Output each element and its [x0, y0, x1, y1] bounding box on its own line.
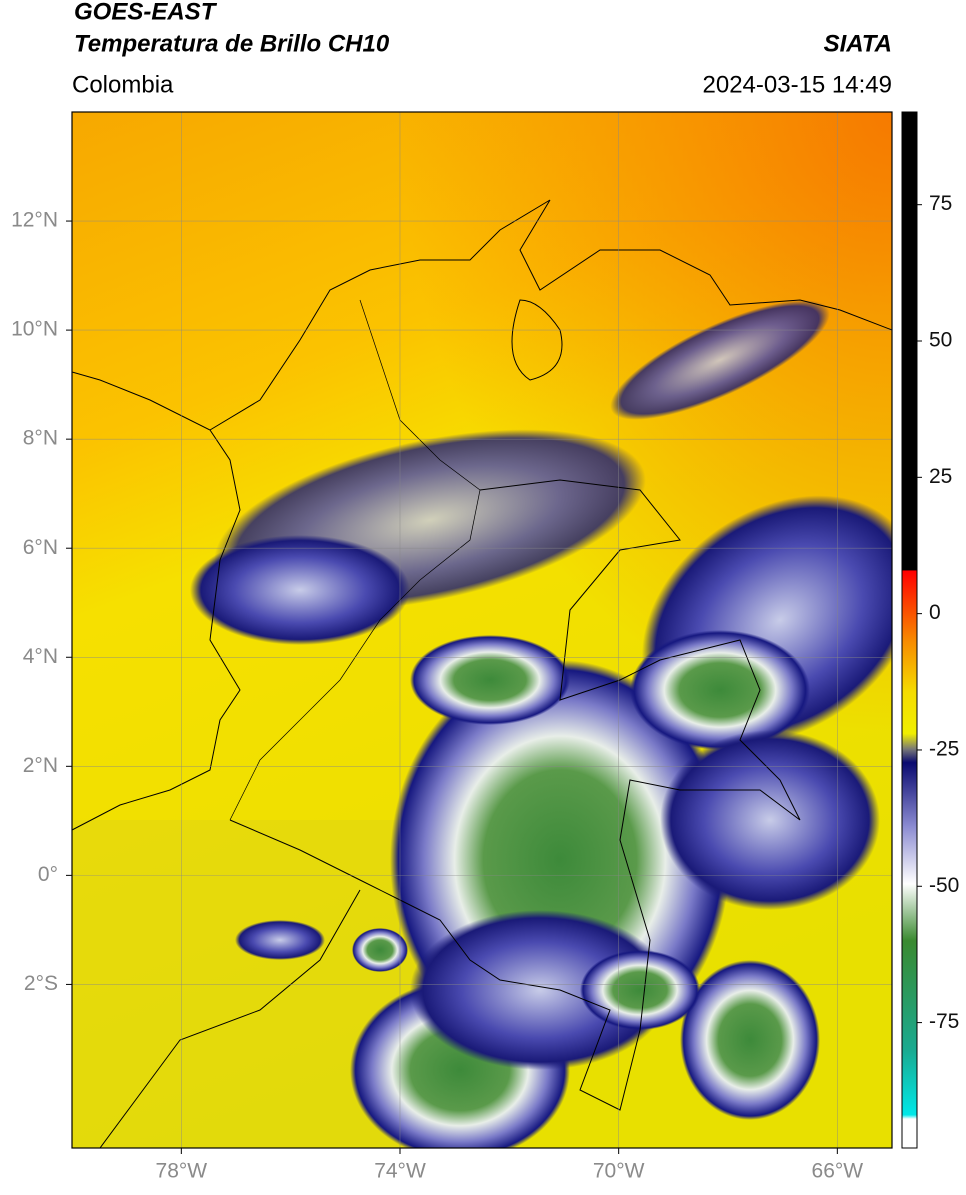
lat-tick-label: 4°N [23, 645, 58, 668]
lat-tick-label: 8°N [23, 427, 58, 450]
lon-tick-label: 78°W [156, 1160, 208, 1183]
lat-tick-label: 2°S [24, 972, 58, 995]
lat-tick-label: 2°N [23, 754, 58, 777]
lon-tick-label: 70°W [593, 1160, 645, 1183]
colorbar-tick-label: 50 [929, 329, 952, 352]
lat-tick-label: 10°N [11, 318, 58, 341]
lat-tick-label: 0° [38, 863, 58, 886]
region: Colombia [72, 71, 174, 98]
lat-tick-label: 6°N [23, 536, 58, 559]
colorbar [901, 111, 918, 1149]
graticule [72, 112, 892, 1148]
subtitle: Temperatura de Brillo CH10 [74, 30, 390, 57]
colorbar-tick-label: -25 [929, 738, 959, 761]
title: GOES-EAST [74, 0, 218, 25]
lon-tick-label: 66°W [812, 1160, 864, 1183]
colorbar-tick-label: 75 [929, 192, 952, 215]
source: SIATA [824, 30, 892, 57]
colorbar-tick-label: 0 [929, 601, 941, 624]
lon-tick-label: 74°W [374, 1160, 426, 1183]
satellite-image [72, 112, 892, 1148]
colorbar-tick-label: 25 [929, 465, 952, 488]
colorbar-tick-label: -75 [929, 1010, 959, 1033]
datetime: 2024-03-15 14:49 [703, 71, 893, 98]
lat-tick-label: 12°N [11, 209, 58, 232]
map-frame [71, 111, 893, 1149]
colorbar-tick-label: -50 [929, 874, 959, 897]
